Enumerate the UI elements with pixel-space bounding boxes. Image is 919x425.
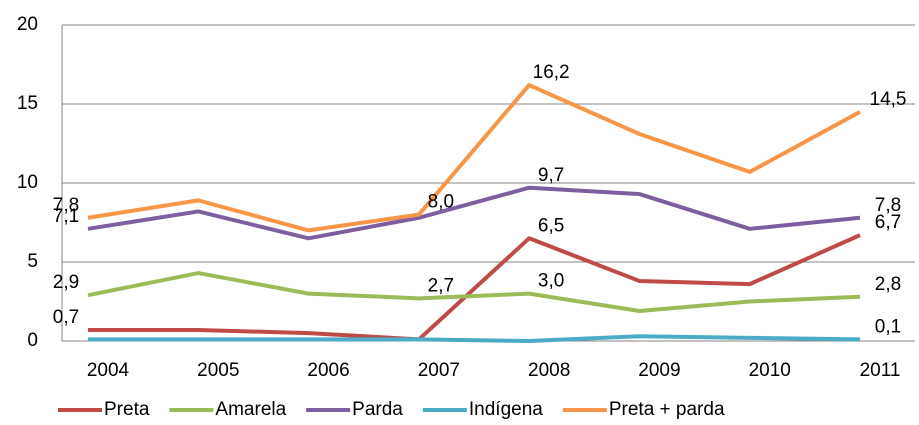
x-tick-label: 2006 [307,360,349,381]
data-label: 0,1 [875,316,901,337]
series-line [87,271,861,313]
data-label: 7,8 [875,195,901,216]
data-label: 16,2 [533,62,570,83]
x-tick-label: 2007 [418,360,460,381]
series-line [88,334,861,343]
y-tick-label: 20 [17,14,38,35]
x-tick-label: 2008 [528,360,570,381]
legend-label: Parda [352,399,403,420]
data-label: 9,7 [538,165,564,186]
data-label: 8,0 [428,192,454,213]
legend-label: Preta + parda [609,399,725,420]
y-tick-label: 10 [17,172,38,193]
data-label: 6,5 [538,215,564,236]
data-label: 3,0 [538,271,564,292]
series-line [87,83,861,233]
legend-label: Preta [104,399,150,420]
x-tick-label: 2010 [749,360,791,381]
data-label: 14,5 [870,89,907,110]
x-tick-label: 2005 [197,360,239,381]
legend-label: Amarela [215,399,286,420]
y-tick-label: 5 [27,251,38,272]
y-tick-label: 15 [17,93,38,114]
x-tick-label: 2009 [638,360,680,381]
data-label: 2,9 [53,272,79,293]
x-tick-label: 2011 [860,360,901,381]
data-label: 7,1 [53,206,79,227]
legend-label: Indígena [469,399,543,420]
series-line [88,233,861,342]
data-label: 2,8 [875,274,901,295]
data-label: 2,7 [428,275,454,296]
data-label: 0,7 [53,307,79,328]
data-label: 7,8 [53,195,79,216]
data-label: 6,7 [875,212,901,233]
y-tick-label: 0 [27,330,38,351]
x-tick-label: 2004 [87,360,130,381]
series-line [87,185,861,241]
